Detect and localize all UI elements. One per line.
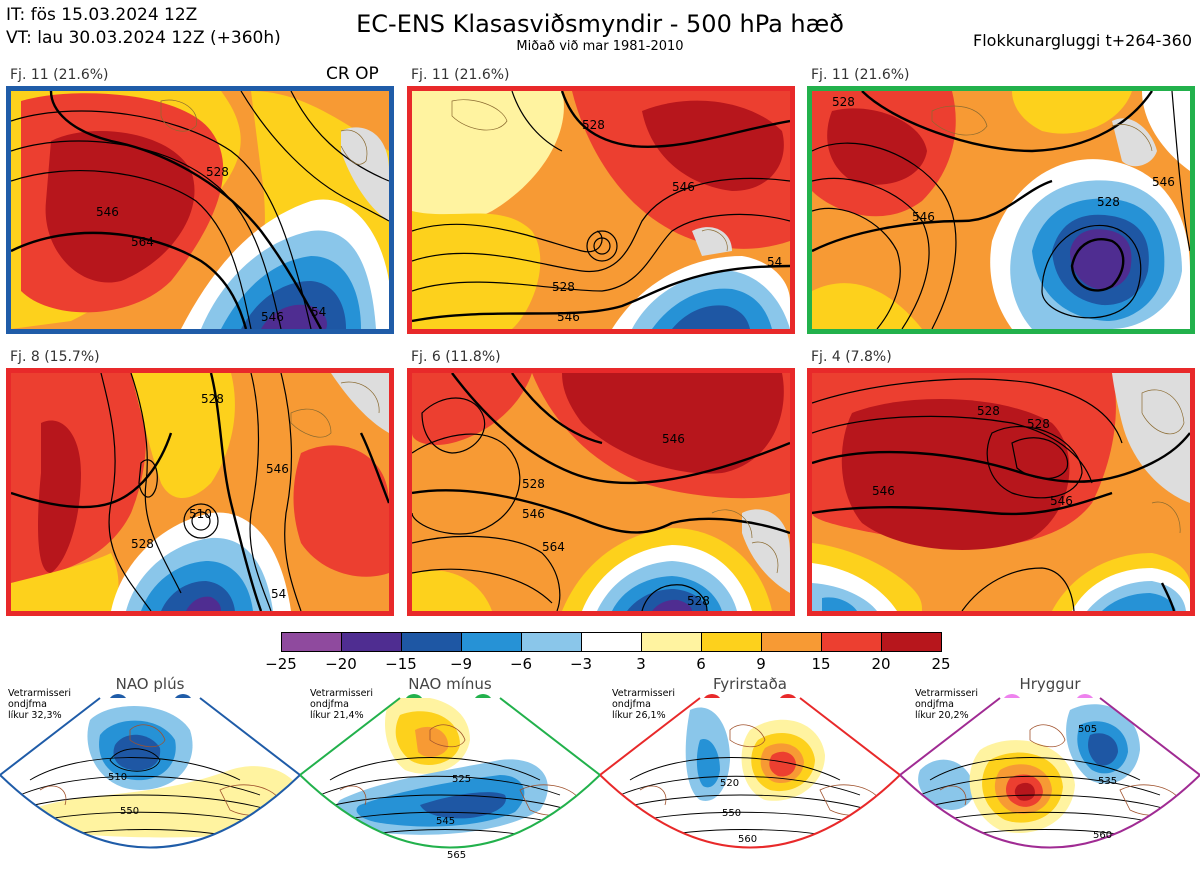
regime-note: Vetrarmisseri ondjfma líkur 26,1% xyxy=(612,688,675,721)
contour-label: 564 xyxy=(542,540,565,554)
contour-label: 528 xyxy=(131,537,154,551)
contour-label: 528 xyxy=(832,95,855,109)
regime-map-blocking[interactable]: 520 550 560 xyxy=(600,690,900,871)
colorbar-tick: 15 xyxy=(811,655,831,673)
colorbar-swatch xyxy=(282,633,342,651)
regime-note: Vetrarmisseri ondjfma líkur 20,2% xyxy=(915,688,978,721)
contour-label: 505 xyxy=(1078,724,1097,735)
regime-map-ridge[interactable]: 505 535 560 xyxy=(900,690,1200,871)
colorbar-tick: −9 xyxy=(449,655,473,673)
cluster-map-4[interactable]: 528 546 528 510 54 xyxy=(6,368,394,616)
contour-label: 528 xyxy=(582,118,605,132)
contour-label: 546 xyxy=(672,180,695,194)
regime-title: NAO plús xyxy=(115,675,185,693)
contour-label: 525 xyxy=(452,774,471,785)
contour-label: 528 xyxy=(206,165,229,179)
contour-label: 546 xyxy=(912,210,935,224)
contour-label: 565 xyxy=(447,850,466,861)
colorbar-tick: 6 xyxy=(696,655,706,673)
colorbar-swatch xyxy=(822,633,882,651)
regime-title: NAO mínus xyxy=(408,675,492,693)
contour-label: 528 xyxy=(552,280,575,294)
colorbar-swatch xyxy=(882,633,941,651)
contour-label: 560 xyxy=(738,834,757,845)
contour-label: 546 xyxy=(522,507,545,521)
contour-label: 510 xyxy=(189,507,212,521)
colorbar-swatch xyxy=(762,633,822,651)
colorbar-swatch xyxy=(522,633,582,651)
regime-map-nao-minus[interactable]: 525 545 565 xyxy=(300,690,600,871)
operational-run-label: CR OP xyxy=(326,64,379,84)
contour-label: 545 xyxy=(436,816,455,827)
colorbar-tick: 25 xyxy=(931,655,951,673)
contour-label: 560 xyxy=(1093,830,1112,841)
colorbar-tick: −6 xyxy=(509,655,533,673)
contour-label: 546 xyxy=(1152,175,1175,189)
contour-label: 550 xyxy=(120,806,139,817)
cluster-map-3[interactable]: 528 546 528 546 xyxy=(807,86,1195,334)
contour-label: 528 xyxy=(977,404,1000,418)
contour-label: 546 xyxy=(662,432,685,446)
cluster-map-6[interactable]: 528 546 528 546 xyxy=(807,368,1195,616)
cluster-map-1[interactable]: 528 546 564 546 54 xyxy=(6,86,394,334)
colorbar-swatch xyxy=(582,633,642,651)
contour-label: 546 xyxy=(872,484,895,498)
regime-title: Hryggur xyxy=(1019,675,1081,693)
regime-map-nao-plus[interactable]: 510 550 xyxy=(0,690,300,871)
regime-title: Fyrirstaða xyxy=(713,675,787,693)
panel-label: Fj. 11 (21.6%) xyxy=(10,67,109,83)
contour-label: 550 xyxy=(722,808,741,819)
contour-label: 528 xyxy=(687,594,710,608)
contour-label: 54 xyxy=(271,587,286,601)
colorbar-swatch xyxy=(462,633,522,651)
contour-label: 528 xyxy=(201,392,224,406)
colorbar-tick: 20 xyxy=(871,655,891,673)
panel-label: Fj. 4 (7.8%) xyxy=(811,349,892,365)
colorbar-swatch xyxy=(402,633,462,651)
panel-label: Fj. 11 (21.6%) xyxy=(811,67,910,83)
colorbar-tick: 9 xyxy=(756,655,766,673)
contour-label: 546 xyxy=(1050,494,1073,508)
contour-label: 54 xyxy=(311,305,326,319)
colorbar-swatch xyxy=(702,633,762,651)
classification-window: Flokkunargluggi t+264-360 xyxy=(973,31,1192,50)
colorbar-tick: −3 xyxy=(569,655,593,673)
valid-time: VT: lau 30.03.2024 12Z (+360h) xyxy=(6,28,281,48)
cluster-map-5[interactable]: 528 546 564 546 528 xyxy=(407,368,795,616)
contour-label: 564 xyxy=(131,235,154,249)
contour-label: 520 xyxy=(720,778,739,789)
page-subtitle: Miðað við mar 1981-2010 xyxy=(516,39,684,54)
panel-label: Fj. 11 (21.6%) xyxy=(411,67,510,83)
colorbar-tick: −20 xyxy=(325,655,357,673)
colorbar-swatch xyxy=(642,633,702,651)
colorbar-tick: 3 xyxy=(636,655,646,673)
header-info: IT: fös 15.03.2024 12Z VT: lau 30.03.202… xyxy=(6,4,281,50)
contour-label: 510 xyxy=(108,772,127,783)
contour-label: 528 xyxy=(1027,417,1050,431)
contour-label: 54 xyxy=(767,255,782,269)
panel-label: Fj. 6 (11.8%) xyxy=(411,349,501,365)
contour-label: 535 xyxy=(1098,776,1117,787)
page-title: EC-ENS Klasasviðsmyndir - 500 hPa hæð xyxy=(356,10,844,38)
panel-label: Fj. 8 (15.7%) xyxy=(10,349,100,365)
contour-label: 546 xyxy=(261,310,284,324)
contour-label: 546 xyxy=(96,205,119,219)
regime-note: Vetrarmisseri ondjfma líkur 32,3% xyxy=(8,688,71,721)
contour-label: 528 xyxy=(1097,195,1120,209)
colorbar-swatch xyxy=(342,633,402,651)
contour-label: 528 xyxy=(522,477,545,491)
colorbar-tick: −15 xyxy=(385,655,417,673)
regime-note: Vetrarmisseri ondjfma líkur 21,4% xyxy=(310,688,373,721)
colorbar xyxy=(281,632,942,652)
contour-label: 546 xyxy=(266,462,289,476)
issue-time: IT: fös 15.03.2024 12Z xyxy=(6,5,198,25)
contour-label: 546 xyxy=(557,310,580,324)
colorbar-tick: −25 xyxy=(265,655,297,673)
cluster-map-2[interactable]: 528 546 528 546 54 xyxy=(407,86,795,334)
